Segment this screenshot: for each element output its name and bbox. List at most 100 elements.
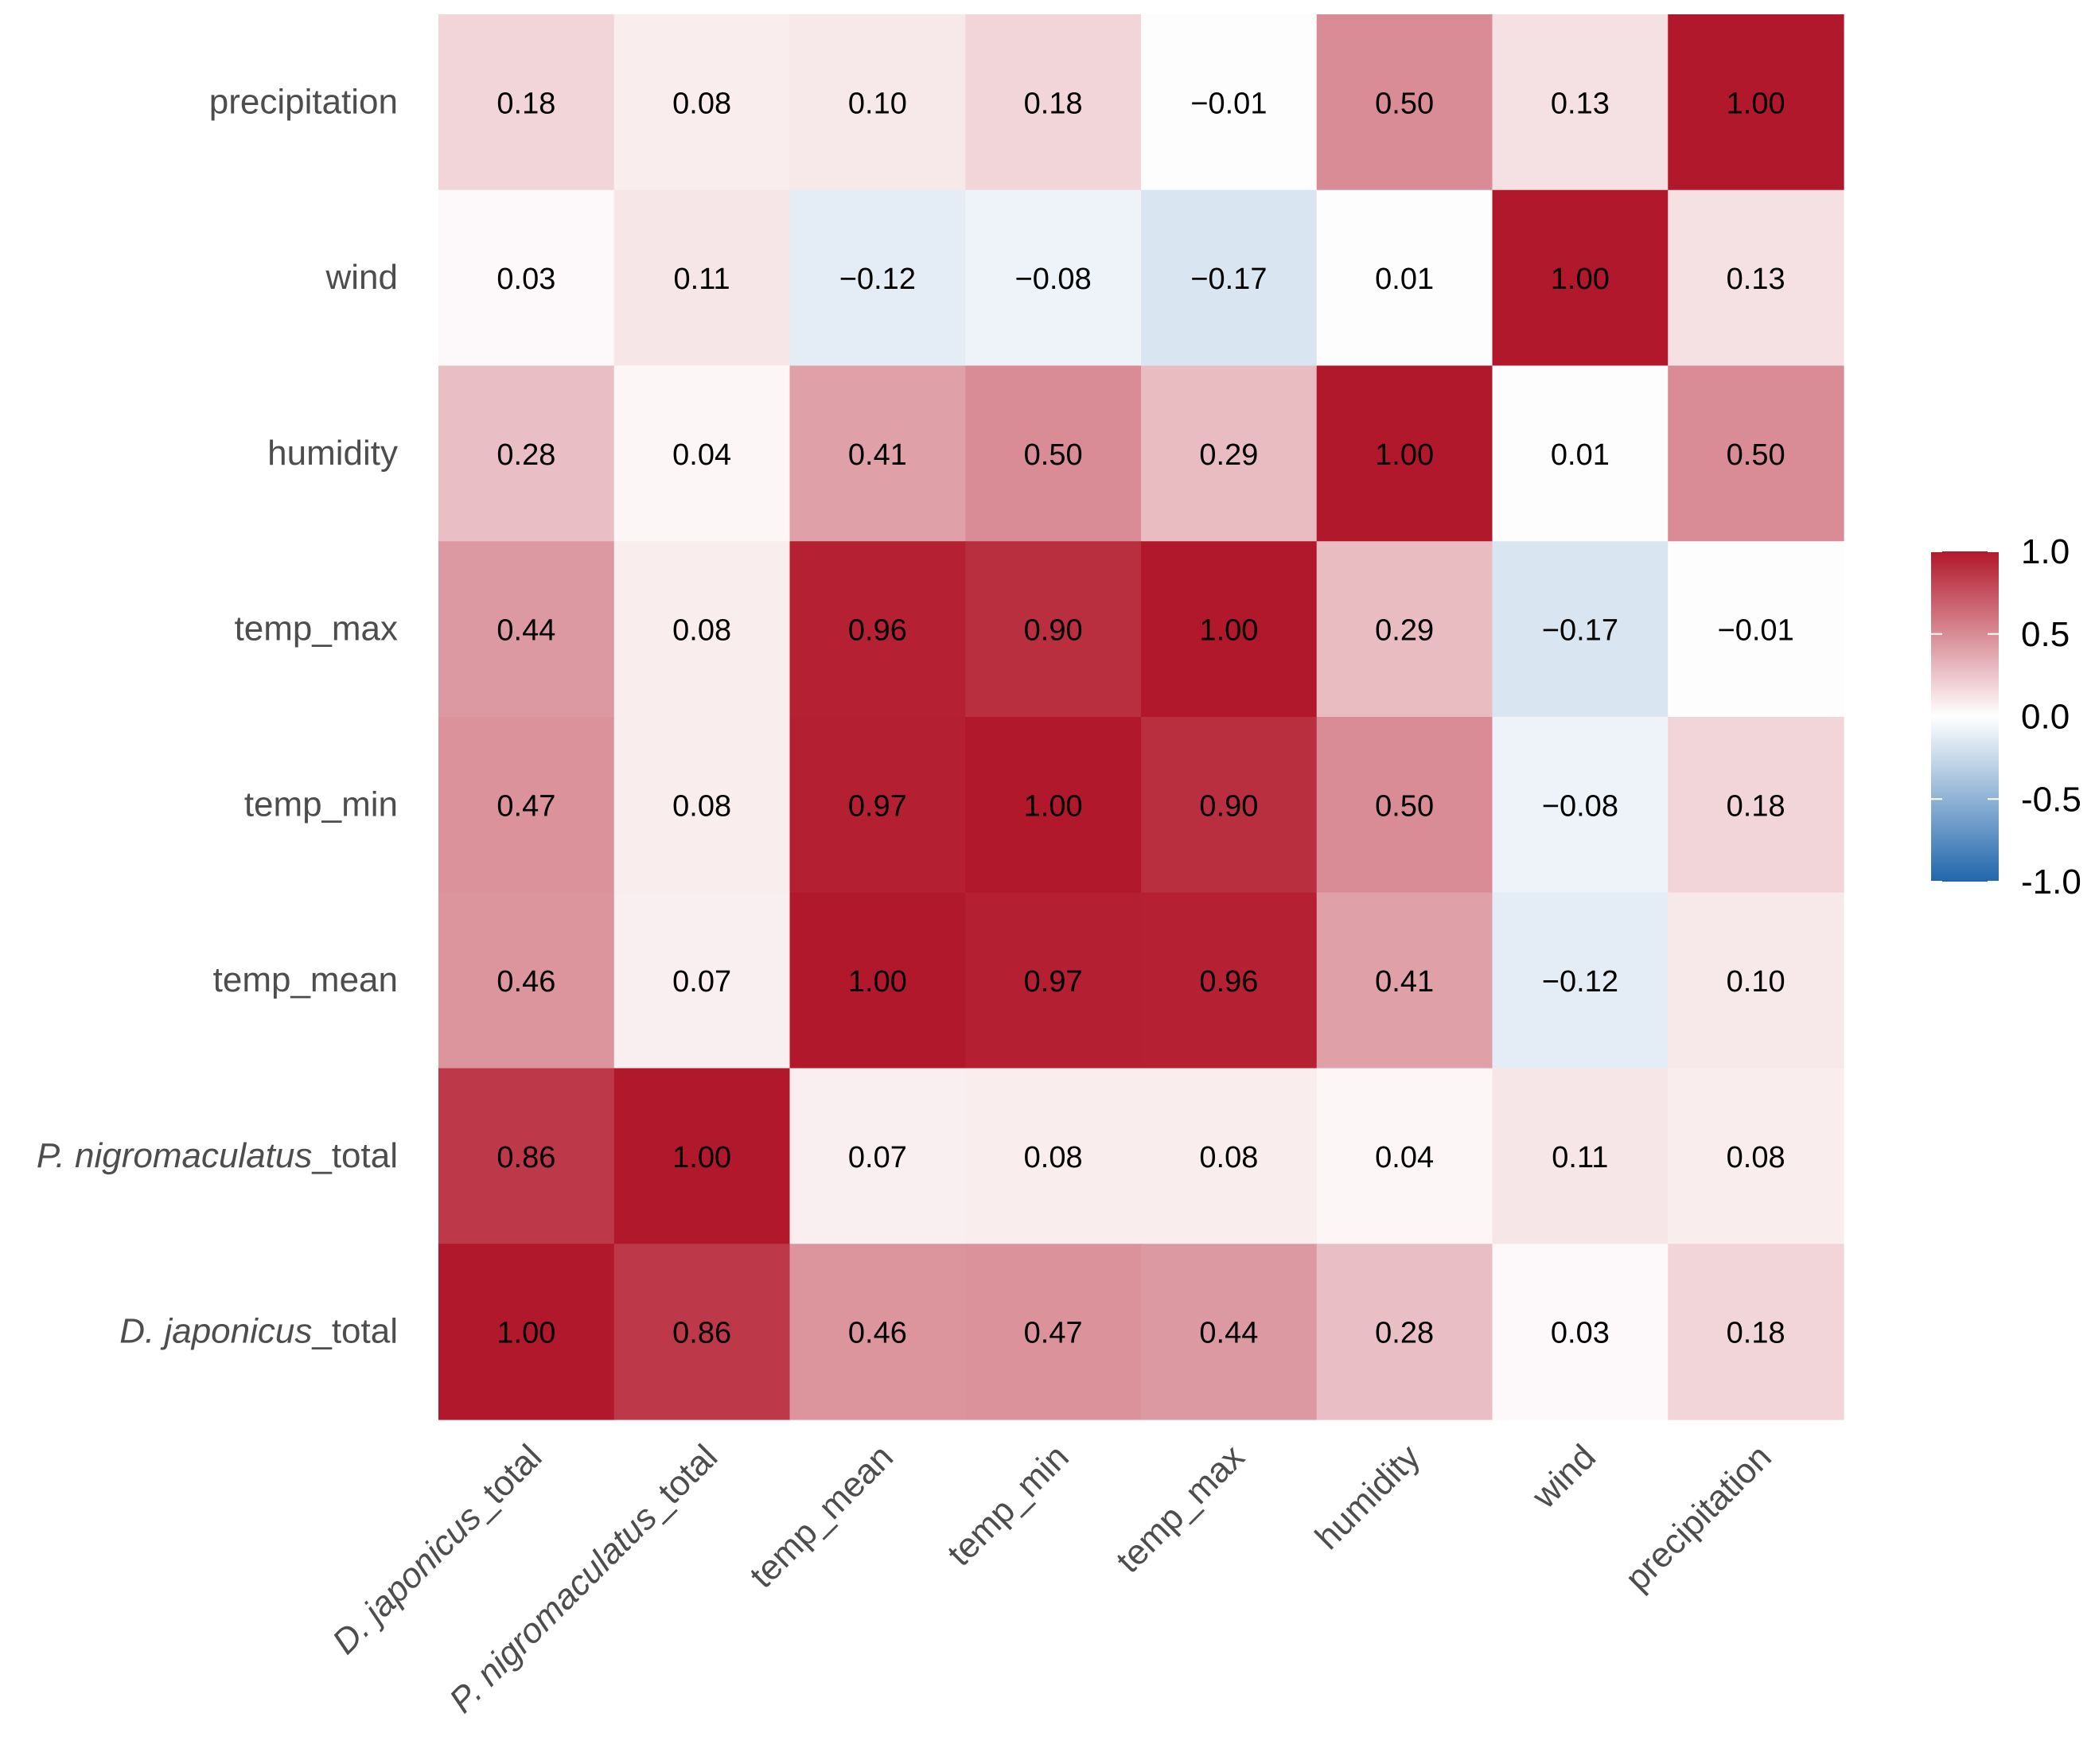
heatmap-cell-3-4 [1141,717,1318,894]
heatmap-cell-5-2 [789,365,966,542]
cell-value-label: 1.00 [1024,789,1083,823]
cell-value-label: 0.08 [1727,1141,1785,1174]
cell-value-label: 0.97 [1024,965,1083,999]
heatmap-cell-4-2 [789,541,966,718]
cell-value-label: −0.01 [1718,614,1794,648]
cell-value-label: 0.08 [672,614,731,648]
heatmap-cell-7-2 [789,14,966,191]
heatmap-cell-4-4 [1141,541,1318,718]
heatmap-cell-0-0 [438,1244,615,1420]
cell-value-label: 0.18 [1727,1317,1785,1350]
cell-value-label: 0.18 [1024,87,1083,120]
heatmap-cell-5-5 [1316,365,1493,542]
heatmap-cell-0-4 [1141,1244,1318,1420]
cell-value-label: 0.86 [672,1317,731,1350]
heatmap-cell-6-0 [438,189,615,367]
cell-value-label: 0.01 [1375,263,1434,296]
cell-value-label: 1.00 [1727,87,1785,120]
cell-value-label: 0.08 [672,789,731,823]
heatmap-cell-5-7 [1668,365,1844,542]
heatmap-cell-1-0 [438,1068,615,1244]
heatmap-cell-4-1 [613,541,791,718]
cell-value-label: 0.28 [1375,1317,1434,1350]
y-axis-label: precipitation [209,82,398,121]
cell-value-label: 1.00 [496,1317,555,1350]
heatmap-cell-4-7 [1668,541,1844,718]
heatmap-cell-1-6 [1492,1068,1669,1244]
colorbar-tick-label: 1.0 [2021,532,2070,571]
cell-value-label: 0.97 [848,789,907,823]
cell-value-label: 0.46 [496,965,555,999]
heatmap-cell-0-3 [965,1244,1142,1420]
heatmap-cell-1-7 [1668,1068,1844,1244]
heatmap-cell-2-1 [613,892,791,1069]
heatmap-cell-3-3 [965,717,1142,894]
colorbar-tick-label: -0.5 [2021,780,2081,819]
cell-value-label: 0.44 [1199,1317,1258,1350]
heatmap-cell-6-5 [1316,189,1493,367]
cell-value-label: −0.17 [1190,263,1267,296]
heatmap-cell-6-6 [1492,189,1669,367]
cell-value-label: 0.08 [1199,1141,1258,1174]
cell-value-label: 0.41 [1375,965,1434,999]
heatmap-cell-0-5 [1316,1244,1493,1420]
cell-value-label: 1.00 [848,965,907,999]
cell-value-label: 0.47 [1024,1317,1083,1350]
cell-value-label: 0.08 [672,87,731,120]
cell-value-label: 1.00 [672,1141,731,1174]
cell-value-label: 0.08 [1024,1141,1083,1174]
cell-value-label: 0.86 [496,1141,555,1174]
heatmap-cell-5-4 [1141,365,1318,542]
y-axis-label: temp_min [244,785,398,824]
cell-value-label: 0.11 [674,263,730,296]
heatmap-cell-1-4 [1141,1068,1318,1244]
heatmap-cell-3-7 [1668,717,1844,894]
heatmap-cell-4-3 [965,541,1142,718]
heatmap-cell-1-2 [789,1068,966,1244]
y-axis-label: temp_mean [213,960,398,999]
cell-value-label: −0.12 [839,263,916,296]
heatmap-cell-7-0 [438,14,615,191]
heatmap-cell-2-2 [789,892,966,1069]
cell-value-label: 0.13 [1727,263,1785,296]
cell-value-label: 0.18 [1727,789,1785,823]
cell-value-label: 0.90 [1024,614,1083,648]
cell-value-label: 0.50 [1024,438,1083,472]
y-axis-label: temp_max [235,609,398,648]
cell-value-label: 0.41 [848,438,907,472]
cell-value-label: 0.10 [1727,965,1785,999]
heatmap-cell-3-0 [438,717,615,894]
heatmap-cell-4-0 [438,541,615,718]
colorbar-gradient [1931,551,1999,882]
heatmap-cell-6-2 [789,189,966,367]
heatmap-cell-6-7 [1668,189,1844,367]
heatmap-cell-2-3 [965,892,1142,1069]
heatmap-cell-5-3 [965,365,1142,542]
cell-value-label: 0.50 [1375,789,1434,823]
heatmap-cell-7-7 [1668,14,1844,191]
cell-value-label: 0.47 [496,789,555,823]
y-axis-label: humidity [267,434,398,473]
colorbar-legend: 1.0 0.5 0.0 -0.5 -1.0 [1931,532,2081,901]
cell-value-label: 0.28 [496,438,555,472]
heatmap-cell-6-1 [613,189,791,367]
cell-value-label: 0.10 [848,87,907,120]
heatmap-cell-6-4 [1141,189,1318,367]
cell-value-label: 0.29 [1375,614,1434,648]
cell-value-label: −0.08 [1015,263,1092,296]
heatmap-cell-3-2 [789,717,966,894]
heatmap-cells [438,14,1844,1420]
y-axis-labels: precipitation wind humidity temp_max temp_mi… [37,82,398,1350]
heatmap-cell-labels: 0.18 0.08 0.10 0.18 −0.01 0.50 0.13 1.00 0.03 0.1… [496,87,1793,1349]
cell-value-label: 0.29 [1199,438,1258,472]
heatmap-cell-5-6 [1492,365,1669,542]
heatmap-cell-0-1 [613,1244,791,1420]
cell-value-label: −0.08 [1542,789,1618,823]
heatmap-cell-4-6 [1492,541,1669,718]
colorbar-tick-label: 0.0 [2021,698,2070,737]
cell-value-label: 0.07 [672,965,731,999]
cell-value-label: 0.18 [496,87,555,120]
colorbar-tick-label: -1.0 [2021,863,2081,901]
heatmap-cell-3-1 [613,717,791,894]
